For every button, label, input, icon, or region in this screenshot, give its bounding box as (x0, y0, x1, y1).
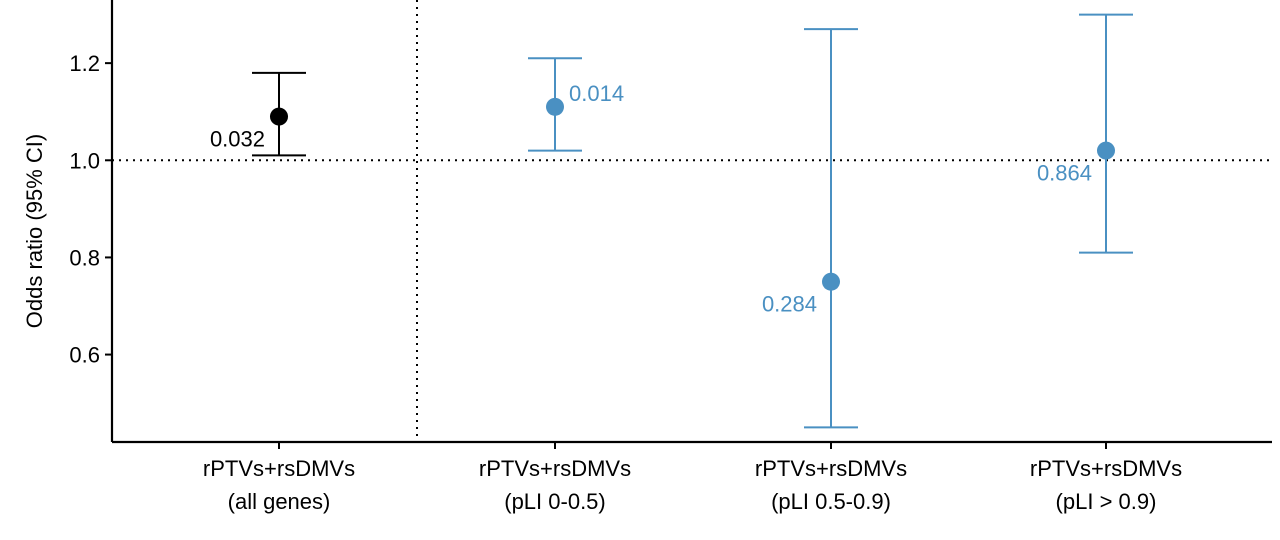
x-tick-label-line2: (pLI > 0.9) (1056, 489, 1157, 514)
error-bars: 0.032 0.014 0.284 0.864 (210, 13, 1133, 429)
error-bar-group: 0.014 (528, 57, 624, 152)
x-tick-label-line1: rPTVs+rsDMVs (479, 456, 631, 481)
y-axis-title: Odds ratio (95% CI) (22, 134, 47, 328)
p-value-label: 0.864 (1037, 161, 1092, 186)
axes: 0.6 0.8 1.0 1.2 rPTVs+rsDMVs (all genes) rPTVs… (69, 0, 1272, 514)
odds-ratio-point (546, 97, 564, 116)
odds-ratio-point (270, 107, 288, 126)
x-tick-label-line2: (all genes) (228, 489, 331, 514)
y-tick-label: 1.2 (69, 51, 100, 76)
error-bar-group: 0.032 (210, 71, 306, 157)
x-tick-label-line1: rPTVs+rsDMVs (203, 456, 355, 481)
reference-lines (112, 0, 1272, 442)
error-bar-group: 0.284 (762, 28, 858, 429)
p-value-label: 0.284 (762, 292, 817, 317)
p-value-label: 0.014 (569, 81, 624, 106)
odds-ratio-point (1097, 141, 1115, 160)
x-tick-label-line2: (pLI 0.5-0.9) (771, 489, 891, 514)
error-bar-group: 0.864 (1037, 13, 1133, 254)
odds-ratio-point (822, 272, 840, 291)
y-tick-label: 0.6 (69, 343, 100, 368)
y-tick-label: 1.0 (69, 148, 100, 173)
p-value-label: 0.032 (210, 127, 265, 152)
x-tick-label-line1: rPTVs+rsDMVs (755, 456, 907, 481)
y-tick-label: 0.8 (69, 245, 100, 270)
x-tick-label-line1: rPTVs+rsDMVs (1030, 456, 1182, 481)
x-tick-label-line2: (pLI 0-0.5) (504, 489, 606, 514)
